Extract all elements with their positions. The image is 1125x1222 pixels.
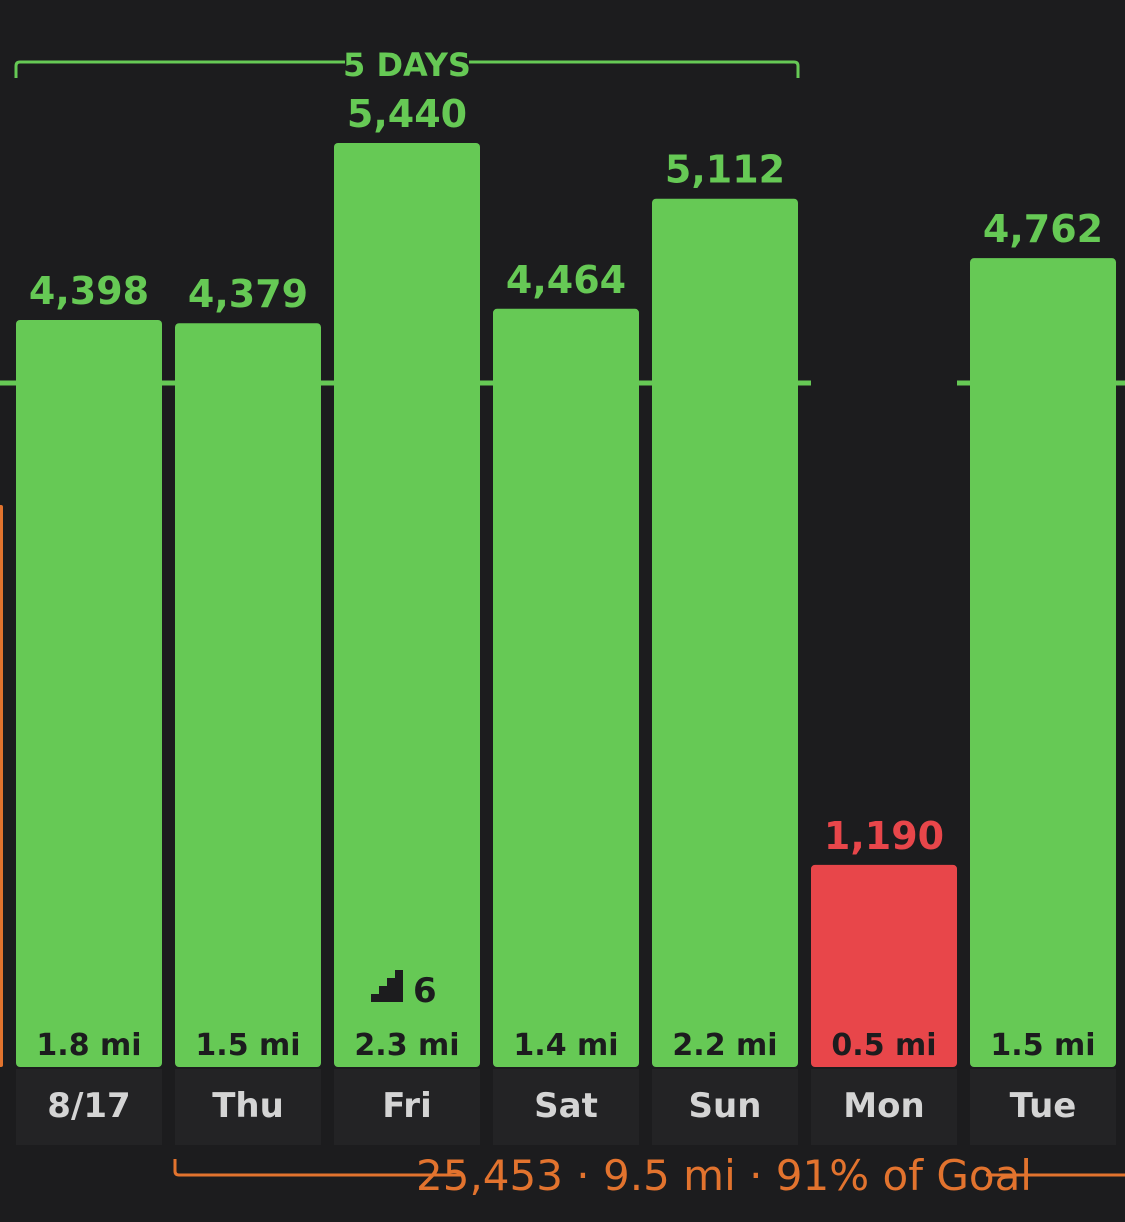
bar-distance-label: 1.4 mi [513, 1028, 618, 1063]
bar [493, 308, 639, 1067]
day-label: Mon [843, 1086, 924, 1126]
flights-count-label: 6 [413, 971, 437, 1011]
bar-value-label: 4,379 [188, 272, 308, 316]
bar-value-label: 4,762 [983, 207, 1103, 251]
streak-label: 5 DAYS [343, 46, 471, 84]
bar-distance-label: 1.5 mi [195, 1028, 300, 1063]
summary-bracket-left [173, 1159, 462, 1177]
day-band [16, 1069, 162, 1145]
previous-week-edge [0, 505, 3, 1067]
day-band [334, 1069, 480, 1145]
day-band [970, 1069, 1116, 1145]
bar [652, 198, 798, 1067]
streak-bracket-left [14, 60, 345, 78]
bar [175, 323, 321, 1067]
day-label: Thu [212, 1086, 284, 1126]
bar-distance-label: 2.2 mi [672, 1028, 777, 1063]
bar [16, 319, 162, 1067]
bar-value-label: 5,112 [665, 148, 785, 192]
bar-value-label: 4,464 [506, 258, 626, 302]
bar-value-label: 5,440 [347, 92, 467, 136]
day-label: Sat [534, 1086, 598, 1126]
day-label: Tue [1010, 1086, 1077, 1126]
bar-value-label: 1,190 [824, 814, 944, 858]
bar [334, 143, 480, 1067]
day-label: Fri [382, 1086, 431, 1126]
bar-distance-label: 2.3 mi [354, 1028, 459, 1063]
day-band [652, 1069, 798, 1145]
bar [811, 864, 957, 1067]
day-band [493, 1069, 639, 1145]
bar-distance-label: 1.8 mi [36, 1028, 141, 1063]
bar [970, 258, 1116, 1068]
day-band [175, 1069, 321, 1145]
bar-value-label: 4,398 [29, 269, 149, 313]
stairs-icon [371, 970, 403, 1002]
bar-distance-label: 1.5 mi [990, 1028, 1095, 1063]
bar-distance-label: 0.5 mi [831, 1028, 936, 1063]
day-label: 8/17 [47, 1086, 130, 1126]
streak-bracket-right [469, 60, 800, 78]
day-label: Sun [689, 1086, 762, 1126]
day-band [811, 1069, 957, 1145]
summary-label: 25,453 · 9.5 mi · 91% of Goal [416, 1151, 1032, 1200]
